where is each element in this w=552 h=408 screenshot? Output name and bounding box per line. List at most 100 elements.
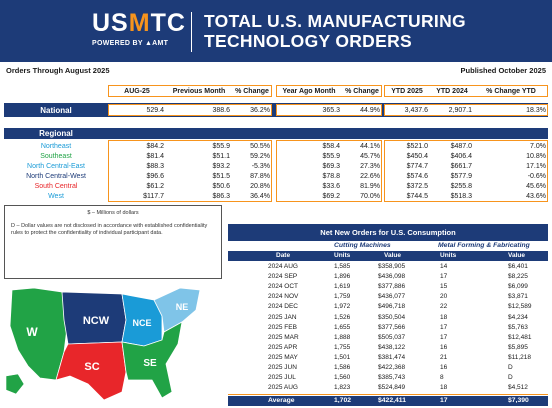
region-3-value-3: $78.8 [322, 172, 340, 180]
regional-box-ytd [384, 140, 548, 202]
nno-cell-4: D [508, 374, 513, 382]
region-name-3: North Central-West [26, 172, 86, 180]
region-2-value-6: $661.7 [450, 162, 472, 170]
report-title: TOTAL U.S. MANUFACTURING TECHNOLOGY ORDE… [204, 11, 466, 51]
national-value-4: 44.9% [360, 106, 380, 114]
region-4-value-2: 20.8% [250, 182, 270, 190]
table-row: 2025 APR 1,755 $438,122 16 $5,895 [228, 344, 548, 354]
region-1-value-3: $55.9 [322, 152, 340, 160]
nno-cell-3: 14 [440, 263, 448, 270]
summary-col-header-6: YTD 2024 [436, 87, 468, 95]
region-0-value-3: $58.4 [322, 142, 340, 150]
region-2-value-3: $69.3 [322, 162, 340, 170]
region-2-value-7: 17.1% [526, 162, 546, 170]
national-value-3: 365.3 [322, 106, 340, 114]
map-label-ne: NE [176, 302, 189, 312]
nno-cell-2: $496,718 [378, 303, 406, 311]
nno-cell-2: $377,886 [378, 283, 406, 291]
region-4-value-0: $61.2 [146, 182, 164, 190]
nno-cell-2: $505,037 [378, 333, 406, 341]
region-3-value-5: $574.6 [406, 172, 428, 180]
national-value-0: 529.4 [146, 106, 164, 114]
summary-col-header-7: % Change YTD [486, 87, 536, 95]
table-row: 2024 SEP 1,896 $436,098 17 $8,225 [228, 273, 548, 283]
region-name-4: South Central [34, 182, 78, 190]
nno-cell-4: $8,225 [508, 273, 528, 281]
region-name-2: North Central-East [27, 162, 85, 170]
nno-cell-0: 2024 AUG [268, 263, 298, 270]
nno-cell-1: 1,655 [334, 323, 351, 331]
nno-avg-value-2: $7,390 [508, 397, 529, 404]
table-row: 2024 AUG 1,585 $358,905 14 $6,401 [228, 263, 548, 273]
region-0-value-6: $487.0 [450, 142, 472, 150]
nno-cell-1: 1,888 [334, 333, 351, 341]
header-divider [191, 12, 192, 52]
table-row: 2025 FEB 1,655 $377,566 17 $5,763 [228, 324, 548, 334]
map-label-nce: NCE [132, 318, 151, 328]
nno-col-value-2: Value [508, 252, 525, 259]
summary-col-header-3: Year Ago Month [282, 87, 336, 95]
summary-col-header-2: % Change [235, 87, 269, 95]
nno-cell-3: 22 [440, 303, 448, 311]
nno-cell-4: $3,871 [508, 293, 528, 301]
region-5-value-3: $69.2 [322, 192, 340, 200]
table-row: 2025 JAN 1,526 $350,504 18 $4,234 [228, 314, 548, 324]
region-4-value-3: $33.6 [322, 182, 340, 190]
nno-cell-1: 1,501 [334, 353, 351, 361]
table-row: 2025 MAR 1,888 $505,037 17 $12,481 [228, 334, 548, 344]
region-3-value-0: $96.6 [146, 172, 164, 180]
region-3-value-7: -0.6% [527, 172, 546, 180]
nno-avg-label: Average [268, 397, 295, 404]
national-value-box-1 [276, 104, 382, 116]
nno-cell-0: 2025 AUG [268, 384, 298, 392]
notes-box: $ – Millions of dollars D – Dollar value… [4, 205, 222, 279]
nno-cell-1: 1,755 [334, 343, 351, 351]
nno-cell-4: D [508, 364, 513, 371]
map-region-ne [153, 287, 201, 333]
nno-column-header: Date Units Value Units Value [228, 251, 548, 261]
nno-avg-units-2: 17 [440, 397, 448, 404]
nno-cell-3: 20 [440, 293, 448, 301]
nno-cell-4: $11,218 [508, 353, 532, 361]
region-1-value-7: 10.8% [526, 152, 546, 160]
nno-cell-3: 15 [440, 283, 448, 291]
region-1-value-2: 59.2% [250, 152, 270, 160]
logo-subtitle: POWERED BY ▲AMT [92, 40, 169, 47]
nno-cell-0: 2025 MAY [268, 353, 298, 361]
nno-cell-0: 2024 OCT [268, 283, 298, 291]
table-row: 2025 JUL 1,560 $385,743 8 D [228, 374, 548, 384]
nno-cell-4: $6,401 [508, 263, 528, 270]
nno-cell-1: 1,972 [334, 303, 351, 311]
region-name-0: Northeast [40, 142, 72, 150]
region-1-value-0: $81.4 [146, 152, 164, 160]
nno-cell-3: 16 [440, 364, 448, 371]
table-row: 2024 OCT 1,619 $377,886 15 $6,099 [228, 283, 548, 293]
map-label-se: SE [143, 358, 157, 369]
summary-col-header-0: AUG-25 [124, 87, 150, 95]
map-label-w: W [26, 325, 38, 339]
region-3-value-6: $577.9 [450, 172, 472, 180]
nno-title: Net New Orders for U.S. Consumption [228, 224, 548, 241]
region-5-value-2: 36.4% [250, 192, 270, 200]
region-4-value-7: 45.6% [526, 182, 546, 190]
map-region-se [121, 321, 183, 399]
national-value-1: 388.6 [212, 106, 230, 114]
region-3-value-2: 87.8% [250, 172, 270, 180]
nno-cell-4: $6,099 [508, 283, 528, 291]
national-value-5: 3,437.6 [404, 106, 428, 114]
summary-col-header-4: % Change [345, 87, 379, 95]
nno-cell-3: 8 [440, 374, 444, 382]
region-1-value-6: $406.4 [450, 152, 472, 160]
summary-header-box-yearago [276, 85, 382, 97]
nno-cell-0: 2025 APR [268, 343, 298, 351]
nno-cell-3: 17 [440, 333, 448, 341]
nno-cell-0: 2025 FEB [268, 323, 297, 331]
region-name-5: West [48, 192, 64, 200]
region-1-value-4: 45.7% [360, 152, 380, 160]
region-4-value-5: $372.5 [406, 182, 428, 190]
nno-cell-3: 17 [440, 323, 448, 331]
national-label: National [40, 105, 72, 115]
published-label: Published October 2025 [460, 66, 546, 75]
net-new-orders-table: Net New Orders for U.S. Consumption Cutt… [228, 224, 548, 406]
map-label-sc: SC [84, 361, 99, 373]
